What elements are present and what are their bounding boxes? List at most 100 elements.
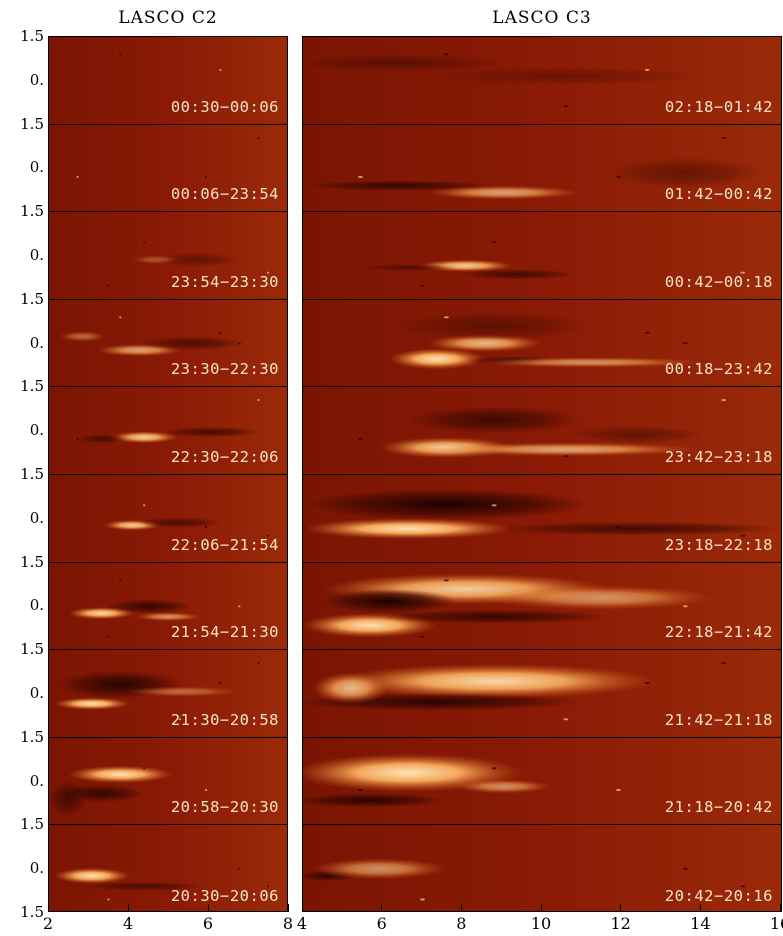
star-speck <box>644 331 650 334</box>
bright-ejecta-feature <box>312 858 447 880</box>
c3-difference-image <box>303 562 781 650</box>
c2-time-range-label: 00:30−00:06 <box>170 97 279 116</box>
star-speck <box>491 767 497 770</box>
star-speck <box>420 635 425 638</box>
c2-difference-image <box>49 562 287 650</box>
dark-depletion-feature <box>360 264 456 272</box>
y-tick-label: 1.5 <box>20 202 44 221</box>
star-speck <box>740 885 746 888</box>
bright-ejecta-feature <box>58 330 107 342</box>
c2-difference-image <box>49 387 287 474</box>
x-tick-label: 6 <box>202 914 214 933</box>
star-speck <box>119 578 122 581</box>
c2-difference-image <box>49 37 287 124</box>
star-speck <box>683 868 688 871</box>
y-tick-label: 1.5 <box>20 465 44 483</box>
star-speck <box>143 504 146 507</box>
bright-ejecta-feature <box>110 431 178 444</box>
c2-difference-image <box>49 650 287 737</box>
star-speck <box>420 284 425 287</box>
star-speck <box>107 635 110 638</box>
star-speck <box>119 316 122 319</box>
y-tick-label: 0. <box>29 246 44 264</box>
c3-panel: 00:18−23:42 <box>303 299 781 388</box>
star-speck <box>563 455 569 458</box>
c3-difference-image <box>303 825 781 911</box>
c3-time-range-label: 01:42−00:42 <box>664 185 773 204</box>
star-speck <box>257 399 260 402</box>
star-speck <box>219 682 222 685</box>
x-tick-mark <box>47 904 49 912</box>
dark-depletion-feature <box>137 517 223 528</box>
y-tick-label: 1.5 <box>20 27 44 45</box>
bright-ejecta-feature <box>455 779 552 794</box>
x-tick-label: 14 <box>690 914 711 933</box>
c3-panel: 21:18−20:42 <box>303 737 781 826</box>
y-tick-label: 0. <box>29 771 44 790</box>
y-tick-label: 1.5 <box>20 552 44 571</box>
star-speck <box>178 718 182 721</box>
c3-panel: 22:18−21:42 <box>303 562 781 651</box>
star-speck <box>357 438 363 441</box>
x-tick-label: 12 <box>610 914 631 933</box>
c3-difference-image <box>303 387 781 474</box>
y-tick-label: 1.5 <box>20 114 44 133</box>
star-speck <box>204 525 208 528</box>
star-speck <box>257 662 260 665</box>
star-speck <box>721 399 727 402</box>
x-tick-label: 4 <box>122 914 134 933</box>
c2-time-range-label: 22:06−21:54 <box>170 535 279 554</box>
dark-depletion-feature <box>163 427 259 438</box>
star-speck <box>616 788 621 791</box>
star-speck <box>266 271 270 274</box>
lasco-c2-column: 00:30−00:06 00:06−23:54 23:54−23:30 23:30−2… <box>48 36 288 912</box>
c2-panel: 00:30−00:06 <box>49 37 287 125</box>
c3-difference-image <box>303 212 781 299</box>
star-speck <box>563 718 569 721</box>
c3-panel: 23:18−22:18 <box>303 475 781 563</box>
star-speck <box>683 604 688 607</box>
y-tick-label: 0. <box>29 158 44 177</box>
c3-panel: 02:18−01:42 <box>303 37 781 125</box>
dark-depletion-feature <box>422 67 710 85</box>
star-speck <box>420 898 425 901</box>
bright-ejecta-feature <box>125 686 240 697</box>
c2-panel: 23:30−22:30 <box>49 299 287 388</box>
c2-panel: 20:30−20:06 <box>49 825 287 911</box>
y-tick-label: 1.5 <box>20 903 44 921</box>
c3-time-range-label: 23:42−23:18 <box>664 447 773 466</box>
star-speck <box>76 175 79 178</box>
y-tick-label: 0. <box>29 859 44 878</box>
star-speck <box>107 898 110 901</box>
star-speck <box>644 682 650 685</box>
c2-time-range-label: 21:54−21:30 <box>170 623 279 642</box>
c2-panel: 21:30−20:58 <box>49 650 287 738</box>
c3-time-range-label: 00:18−23:42 <box>664 360 773 379</box>
x-tick-mark <box>540 904 542 912</box>
x-tick-label: 8 <box>282 914 294 933</box>
bright-ejecta-feature <box>53 868 130 885</box>
star-speck <box>683 342 688 345</box>
bright-ejecta-feature <box>331 664 657 699</box>
c2-time-range-label: 00:06−23:54 <box>170 185 279 204</box>
y-tick-label: 1.5 <box>20 289 44 308</box>
star-speck <box>143 241 146 244</box>
star-speck <box>644 68 650 71</box>
dark-depletion-feature <box>77 435 126 444</box>
bright-ejecta-feature <box>312 672 390 704</box>
star-speck <box>219 68 222 71</box>
x-tick-mark <box>381 904 383 912</box>
star-speck <box>204 788 208 791</box>
c3-panel: 00:42−00:18 <box>303 212 781 300</box>
x-tick-mark <box>287 904 289 912</box>
dark-depletion-feature <box>408 406 581 435</box>
star-speck <box>444 316 449 319</box>
c3-difference-image <box>303 737 781 825</box>
c2-time-range-label: 23:30−22:30 <box>170 360 279 379</box>
dark-depletion-feature <box>379 609 609 624</box>
right-column-title: LASCO C3 <box>492 8 592 28</box>
bright-ejecta-feature <box>303 518 514 540</box>
c3-time-range-label: 02:18−01:42 <box>664 97 773 116</box>
bright-ejecta-feature <box>132 255 180 265</box>
